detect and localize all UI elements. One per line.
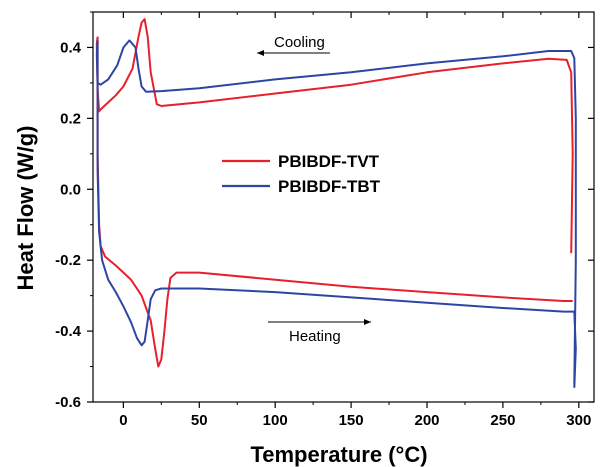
legend: PBIBDF-TVT PBIBDF-TBT (222, 152, 381, 196)
series-pbibdf-tvt-heating (96, 36, 573, 368)
y-tick-label: -0.6 (55, 394, 81, 411)
series-pbibdf-tbt-heating (96, 40, 577, 388)
heating-label: Heating (289, 328, 341, 345)
x-tick-label: 0 (119, 412, 127, 429)
series-layer (95, 18, 577, 388)
y-tick-label: 0.0 (60, 181, 81, 198)
y-axis-title: Heat Flow (W/g) (13, 126, 38, 291)
y-tick-label: 0.2 (60, 110, 81, 127)
x-tick-label: 50 (191, 412, 208, 429)
cooling-label: Cooling (274, 34, 325, 51)
tick-layer: 0 50 100 150 200 250 300 -0.6 -0.4 -0.2 0.0 0.2 0.4 (55, 11, 594, 429)
x-tick-label: 250 (490, 412, 515, 429)
axes-layer (92, 11, 595, 403)
x-tick-label: 300 (566, 412, 591, 429)
y-tick-label: -0.2 (55, 252, 81, 269)
x-tick-label: 100 (263, 412, 288, 429)
series-pbibdf-tvt-cooling (95, 18, 574, 254)
series-pbibdf-tbt-cooling (95, 39, 577, 385)
x-tick-label: 150 (339, 412, 364, 429)
legend-label-pbibdf-tvt: PBIBDF-TVT (278, 152, 380, 171)
y-tick-label: 0.4 (60, 39, 82, 56)
annotations: Cooling Heating (257, 34, 371, 345)
x-axis-title: Temperature (°C) (250, 442, 427, 467)
x-tick-label: 200 (414, 412, 439, 429)
legend-label-pbibdf-tbt: PBIBDF-TBT (278, 177, 381, 196)
y-tick-label: -0.4 (55, 323, 82, 340)
plot-frame (92, 11, 595, 403)
